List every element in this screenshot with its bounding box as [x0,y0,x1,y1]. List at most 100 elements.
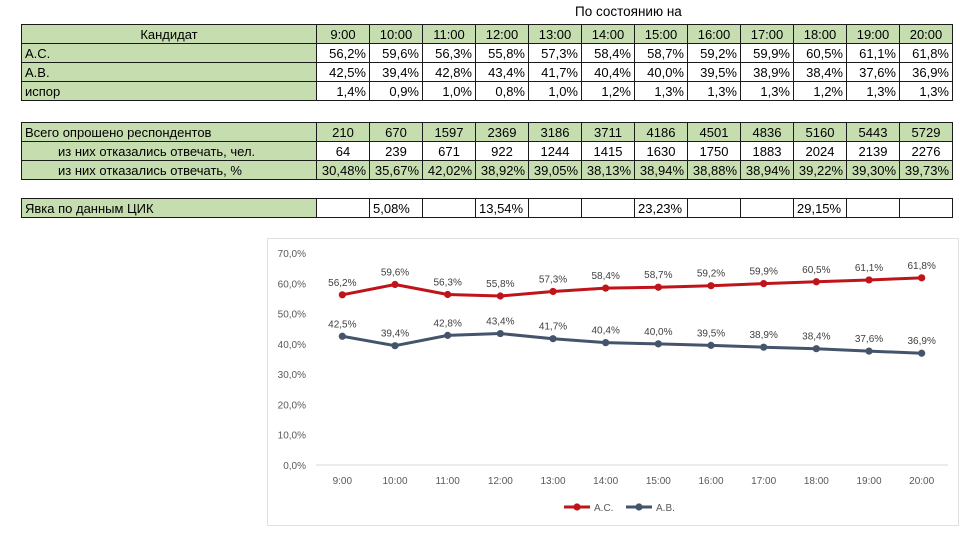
time-header: 19:00 [846,24,900,44]
candidate-name: А.В. [21,62,317,82]
data-label: 59,6% [381,267,409,278]
candidate-value: 59,6% [369,43,423,63]
data-label: 59,9% [749,267,777,278]
respondents-value: 3711 [581,122,635,142]
data-label: 61,1% [855,263,883,274]
respondents-value: 2369 [475,122,529,142]
data-label: 61,8% [907,261,935,272]
respondents-value: 5729 [899,122,953,142]
x-tick-label: 15:00 [646,476,671,487]
time-header: 20:00 [899,24,953,44]
data-label: 38,9% [749,330,777,341]
data-label: 55,8% [486,279,514,290]
y-tick-label: 50,0% [278,310,306,321]
legend-marker [635,503,643,511]
refused-pct-value: 39,05% [528,160,582,180]
time-header: 9:00 [316,24,370,44]
candidate-value: 58,7% [634,43,688,63]
candidate-value: 57,3% [528,43,582,63]
turnout-value: 23,23% [634,198,688,218]
x-tick-label: 19:00 [856,476,881,487]
data-point [760,279,768,288]
data-point [654,340,662,348]
data-label: 40,4% [591,326,619,337]
series-line [342,276,922,298]
data-point [391,342,399,350]
candidate-name: А.С. [21,43,317,63]
data-label: 36,9% [907,336,935,347]
candidate-value: 38,4% [793,62,847,82]
candidate-value: 0,9% [369,81,423,101]
data-point [707,341,715,349]
data-point [654,283,662,291]
data-point [918,274,926,282]
refused-count-value: 64 [316,141,370,161]
data-label: 41,7% [539,322,567,333]
data-label: 37,6% [855,334,883,345]
data-point [812,345,820,353]
x-tick-label: 14:00 [593,476,618,487]
turnout-value: 13,54% [475,198,529,218]
legend-label: А.С. [594,503,613,514]
data-label: 56,2% [328,278,356,289]
turnout-label: Явка по данным ЦИК [21,198,317,218]
time-header: 14:00 [581,24,635,44]
respondents-value: 5160 [793,122,847,142]
y-tick-label: 40,0% [278,340,306,351]
candidate-value: 43,4% [475,62,529,82]
time-header: 15:00 [634,24,688,44]
refused-count-value: 922 [475,141,529,161]
candidate-value: 56,2% [316,43,370,63]
candidate-value: 40,0% [634,62,688,82]
refused-pct-value: 38,94% [740,160,794,180]
time-header: 10:00 [369,24,423,44]
candidate-value: 41,7% [528,62,582,82]
candidate-row: испор 1,4% 0,9% 1,0% 0,8% 1,0% 1,2% 1,3% 1,3% 1,3… [21,81,953,101]
respondents-value: 3186 [528,122,582,142]
candidate-value: 1,3% [687,81,741,101]
legend-label: А.В. [656,503,675,514]
header-label: Кандидат [21,24,317,44]
data-point [918,349,926,357]
data-point [391,280,399,289]
turnout-value: 29,15% [793,198,847,218]
turnout-value [846,198,900,218]
y-tick-label: 20,0% [278,400,306,411]
data-point [338,332,346,340]
data-point [496,292,504,300]
refused-pct-value: 30,48% [316,160,370,180]
candidate-value: 1,4% [316,81,370,101]
data-label: 39,4% [381,329,409,340]
respondents-value: 4186 [634,122,688,142]
line-chart: 0,0% 10,0% 20,0% 30,0% 40,0% 50,0% 60,0% 70,0% 9… [267,238,959,526]
chart-svg: 0,0% 10,0% 20,0% 30,0% 40,0% 50,0% 60,0% 70,0% 9… [278,249,948,514]
candidate-value: 39,5% [687,62,741,82]
data-label: 59,2% [697,269,725,280]
candidate-table: Кандидат 9:00 10:00 11:00 12:00 13:00 14:00 15:… [21,24,953,101]
turnout-value [899,198,953,218]
data-label: 38,4% [802,332,830,343]
data-point [496,329,504,338]
turnout-value [422,198,476,218]
refused-count-value: 2139 [846,141,900,161]
x-tick-label: 12:00 [488,476,513,487]
x-tick-label: 20:00 [909,476,934,487]
refused-pct-value: 38,88% [687,160,741,180]
data-point [602,339,610,347]
refused-count-value: 1630 [634,141,688,161]
candidate-value: 1,3% [846,81,900,101]
candidate-name: испор [21,81,317,101]
candidate-value: 38,9% [740,62,794,82]
respondents-row: Всего опрошено респондентов 210 670 1597 236… [21,122,953,142]
data-label: 39,5% [697,328,725,339]
turnout-value [581,198,635,218]
candidate-value: 1,2% [581,81,635,101]
respondents-value: 670 [369,122,423,142]
data-label: 57,3% [539,274,567,285]
data-point [812,278,820,286]
candidate-value: 1,3% [634,81,688,101]
refused-pct-value: 39,22% [793,160,847,180]
legend-marker [573,503,581,511]
x-tick-label: 13:00 [540,476,565,487]
refused-pct-value: 35,67% [369,160,423,180]
